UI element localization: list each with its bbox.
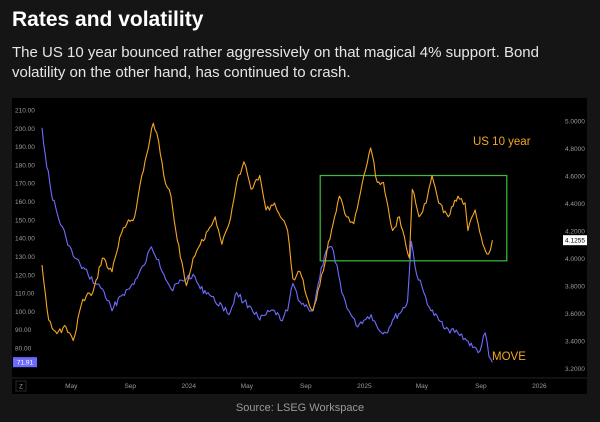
right-tick-label: 3.8000	[565, 284, 585, 291]
right-tick-label: 4.8000	[565, 146, 585, 153]
x-tick-label: Sep	[475, 383, 487, 390]
chart-frame: 210.00 200.00 190.00 180.00 170.00 160.00 150.…	[12, 98, 587, 394]
left-tick-label: 80.00	[15, 346, 32, 353]
left-tick-label: 90.00	[15, 327, 32, 334]
left-tick-label: 180.00	[15, 162, 35, 169]
left-tick-label: 110.00	[15, 291, 35, 298]
left-tick-label: 140.00	[15, 236, 35, 243]
rates-volatility-chart: 210.00 200.00 190.00 180.00 170.00 160.00 150.…	[12, 98, 587, 394]
right-tick-label: 4.6000	[565, 174, 585, 181]
x-corner-box[interactable]	[15, 380, 27, 392]
move-series-label: MOVE	[492, 351, 526, 363]
x-tick-label: May	[65, 383, 78, 390]
move-series-line	[41, 127, 493, 363]
x-tick-label: 2024	[182, 383, 197, 390]
us10y-last-value-tag	[563, 235, 587, 246]
left-tick-label: 210.00	[15, 107, 35, 114]
left-tick-label: 160.00	[15, 199, 35, 206]
left-tick-label: 130.00	[15, 254, 35, 261]
x-tick-label: Sep	[300, 383, 312, 390]
x-tick-label: Sep	[124, 383, 136, 390]
x-tick-label: May	[241, 383, 254, 390]
right-tick-label: 4.0000	[565, 256, 585, 263]
series-lines	[41, 122, 493, 363]
x-tick-label: 2026	[532, 383, 547, 390]
us10y-last-value: 4.1255	[565, 238, 585, 245]
chart-title: Rates and volatility	[12, 8, 204, 31]
left-tick-label: 190.00	[15, 144, 35, 151]
left-tick-label: 150.00	[15, 217, 35, 224]
right-tick-label: 3.2000	[565, 366, 585, 373]
left-tick-label: 200.00	[15, 126, 35, 133]
support-range-box-layer	[319, 174, 508, 262]
source-note: Source: LSEG Workspace	[235, 402, 365, 414]
left-axis: 210.00 200.00 190.00 180.00 170.00 160.00 150.…	[15, 107, 35, 352]
series-labels: 4.1255 71.91 US 10 year MOVE	[13, 136, 587, 368]
us10y-series-label: US 10 year	[473, 136, 531, 148]
support-range-box	[319, 174, 508, 262]
right-tick-label: 4.4000	[565, 201, 585, 208]
right-tick-label: 5.0000	[565, 119, 585, 126]
right-tick-label: 4.2000	[565, 229, 585, 236]
move-last-value-tag	[13, 357, 37, 368]
x-tick-label: May	[416, 383, 429, 390]
right-axis: 5.0000 4.8000 4.6000 4.4000 4.2000 4.0000 3.80…	[565, 119, 585, 374]
move-last-value: 71.91	[17, 360, 34, 367]
us10y-series-line	[41, 122, 493, 342]
right-tick-label: 3.6000	[565, 311, 585, 318]
chart-subtitle: The US 10 year bounced rather aggressive…	[12, 44, 539, 81]
left-tick-label: 120.00	[15, 272, 35, 279]
right-tick-label: 3.4000	[565, 339, 585, 346]
x-axis: May Sep 2024 May Sep 2025 May Sep 2026 Z	[12, 377, 587, 392]
x-tick-label: 2025	[357, 383, 372, 390]
x-corner-label: Z	[19, 385, 23, 391]
left-tick-label: 100.00	[15, 309, 35, 316]
left-tick-label: 170.00	[15, 181, 35, 188]
